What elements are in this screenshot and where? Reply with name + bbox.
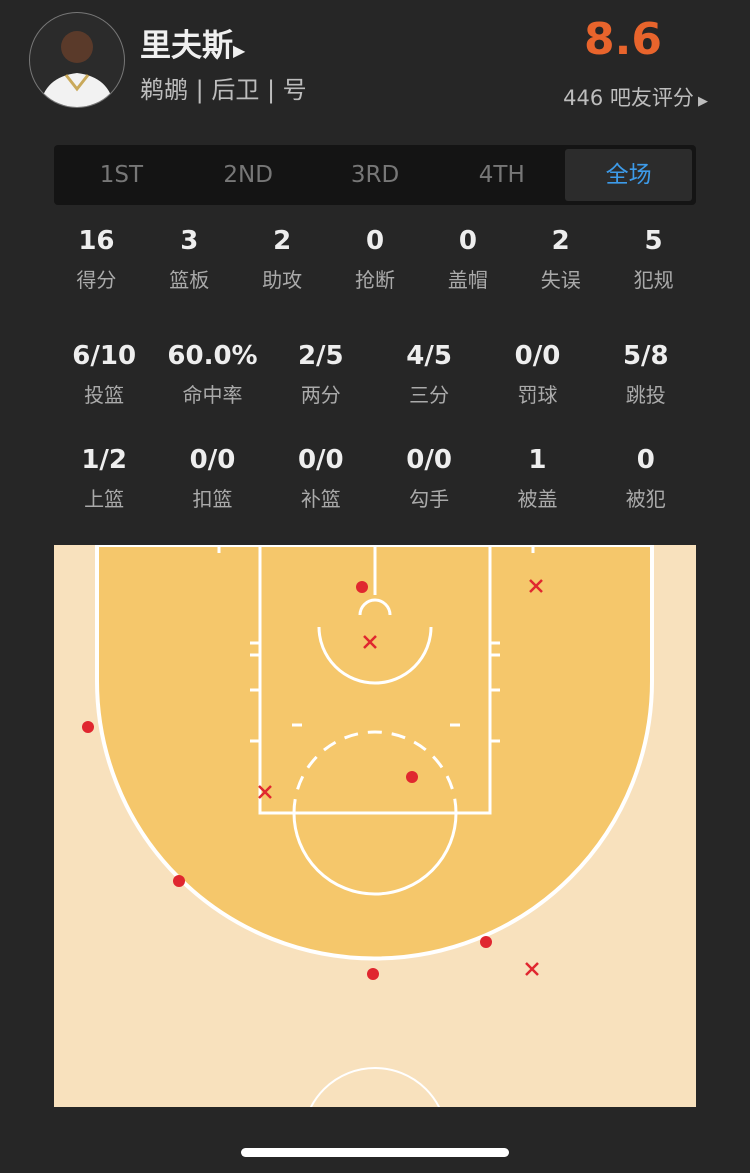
stat-value: 0/0 <box>297 445 344 475</box>
stat-label: 补篮 <box>300 487 341 511</box>
stat-cell: 2 失误 <box>514 226 607 293</box>
missed-shot-marker <box>258 785 272 799</box>
stat-value: 5 <box>644 226 663 256</box>
player-photo <box>40 31 114 107</box>
stat-cell: 0 盖帽 <box>421 226 514 293</box>
stat-cell: 0/0 扣篮 <box>158 445 266 512</box>
period-tabs: 1ST 2ND 3RD 4TH 全场 <box>54 145 696 205</box>
stat-value: 3 <box>180 226 199 256</box>
rating-count: 446 吧友评分 <box>563 86 694 110</box>
stat-label: 助攻 <box>262 268 303 292</box>
stat-value: 0 <box>365 226 385 256</box>
player-rating: 8.6 <box>584 14 662 65</box>
stat-value: 2/5 <box>297 341 344 371</box>
stat-label: 犯规 <box>633 268 674 292</box>
player-info: 鹈鹕 | 后卫 | 号 <box>140 76 307 104</box>
stat-cell: 2 助攻 <box>236 226 329 293</box>
tab-4th[interactable]: 4TH <box>478 162 525 188</box>
rating-count-link[interactable]: 446 吧友评分 ▶ <box>563 82 708 112</box>
stat-value: 1 <box>528 445 547 475</box>
made-shot-marker <box>356 581 368 593</box>
made-shot-marker <box>480 936 492 948</box>
shot-type-stats-row: 1/2 上篮 0/0 扣篮 0/0 补篮 0/0 勾手 1 被盖 0 被犯 <box>50 445 700 512</box>
tab-1st[interactable]: 1ST <box>99 162 144 188</box>
stat-label: 罚球 <box>517 383 558 407</box>
stat-cell: 0/0 补篮 <box>267 445 375 512</box>
stat-value: 2 <box>273 226 292 256</box>
made-shot-marker <box>173 875 185 887</box>
player-name: 里夫斯 <box>140 28 233 64</box>
stat-cell: 5 犯规 <box>607 226 700 293</box>
stat-cell: 2/5 两分 <box>267 341 375 408</box>
tab-3rd[interactable]: 3RD <box>350 162 400 188</box>
stat-label: 盖帽 <box>447 268 488 292</box>
three-point-line <box>95 545 654 961</box>
stat-cell: 60.0% 命中率 <box>158 341 266 408</box>
player-avatar[interactable] <box>29 12 125 108</box>
home-indicator[interactable] <box>241 1148 509 1157</box>
stat-cell: 5/8 跳投 <box>592 341 700 408</box>
court-lines <box>217 545 535 1107</box>
stat-label: 扣篮 <box>192 487 233 511</box>
stat-cell: 0/0 勾手 <box>375 445 483 512</box>
stat-value: 0/0 <box>189 445 236 475</box>
arrow-right-icon: ▶ <box>693 94 708 109</box>
stat-cell: 6/10 投篮 <box>50 341 158 408</box>
stat-cell: 1/2 上篮 <box>50 445 158 512</box>
stat-label: 篮板 <box>169 268 210 292</box>
stat-value: 2 <box>551 226 570 256</box>
stat-cell: 4/5 三分 <box>375 341 483 408</box>
made-shot-marker <box>82 721 94 733</box>
basic-stats-row: 16 得分 3 篮板 2 助攻 0 抢断 0 盖帽 2 失误 5 犯规 <box>50 226 700 293</box>
stat-label: 上篮 <box>84 487 125 511</box>
stat-label: 被犯 <box>625 487 666 511</box>
tab-2nd[interactable]: 2ND <box>223 162 273 188</box>
stat-value: 0/0 <box>406 445 452 475</box>
shot-chart <box>54 545 696 1107</box>
stat-value: 1/2 <box>81 445 127 475</box>
stat-label: 失误 <box>540 268 581 292</box>
stat-label: 被盖 <box>517 487 558 511</box>
player-name-link[interactable]: 里夫斯▶ <box>140 20 245 65</box>
stat-value: 0 <box>636 445 655 475</box>
stat-cell: 1 被盖 <box>483 445 591 512</box>
stat-cell: 3 篮板 <box>143 226 236 293</box>
stat-cell: 0 被犯 <box>592 445 700 512</box>
stat-value: 0/0 <box>514 341 561 371</box>
stat-cell: 0 抢断 <box>329 226 422 293</box>
missed-shot-marker <box>363 635 377 649</box>
stat-cell: 0/0 罚球 <box>483 341 591 408</box>
tab-full-game[interactable]: 全场 <box>565 149 692 201</box>
made-shot-marker <box>367 968 379 980</box>
stat-label: 跳投 <box>625 383 666 407</box>
stat-label: 得分 <box>76 268 117 292</box>
paint <box>258 545 492 815</box>
stat-label: 抢断 <box>355 268 395 292</box>
stat-value: 6/10 <box>72 341 137 371</box>
made-shot-marker <box>406 771 418 783</box>
stat-label: 三分 <box>409 383 450 407</box>
stat-value: 0 <box>458 226 477 256</box>
shooting-stats-row: 6/10 投篮 60.0% 命中率 2/5 两分 4/5 三分 0/0 罚球 5/8 跳投 <box>50 341 700 408</box>
stat-value: 5/8 <box>622 341 669 371</box>
stat-label: 勾手 <box>409 487 450 511</box>
stat-cell: 16 得分 <box>50 226 143 293</box>
stat-label: 投篮 <box>84 383 125 407</box>
missed-shot-marker <box>529 579 543 593</box>
stat-value: 60.0% <box>167 341 258 371</box>
missed-shot-marker <box>525 962 539 976</box>
stat-label: 命中率 <box>182 383 243 407</box>
arrow-right-icon: ▶ <box>233 41 246 60</box>
stat-value: 16 <box>78 226 115 256</box>
stat-value: 4/5 <box>406 341 452 371</box>
stat-label: 两分 <box>300 383 341 407</box>
